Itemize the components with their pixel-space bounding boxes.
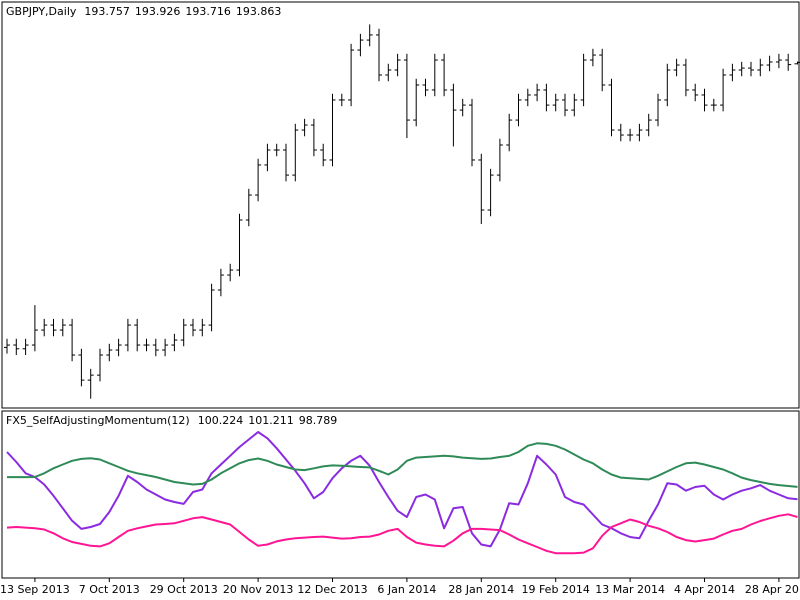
x-tick-label: 29 Oct 2013 (150, 583, 218, 596)
last-high: 193.926 (134, 5, 181, 18)
x-tick-label: 4 Apr 2014 (674, 583, 735, 596)
x-tick-label: 28 Apr 2014 (745, 583, 800, 596)
x-tick-label: 7 Oct 2013 (79, 583, 140, 596)
last-momentum: 100.224 (197, 414, 244, 427)
x-tick-label: 19 Feb 2014 (521, 583, 589, 596)
indicator-line (7, 442, 798, 488)
last-upper: 101.211 (248, 414, 294, 427)
price-header: GBPJPY,Daily 193.757 193.926 193.716 193.863 (6, 5, 286, 18)
last-lower: 98.789 (298, 414, 338, 427)
last-low: 193.716 (185, 5, 231, 18)
indicator-panel (1, 410, 800, 579)
indicator-header: FX5_SelfAdjustingMomentum(12) 100.224 101.… (6, 414, 342, 427)
indicator-line (6, 513, 798, 555)
last-open: 193.757 (84, 5, 130, 18)
x-tick-label: 13 Sep 2013 (0, 583, 70, 596)
indicator-title: FX5_SelfAdjustingMomentum(12) (6, 414, 190, 427)
indicator-line (6, 431, 798, 548)
last-close: 193.863 (235, 5, 282, 18)
x-tick-label: 12 Dec 2013 (297, 583, 367, 596)
x-tick-label: 20 Nov 2013 (223, 583, 293, 596)
x-tick-label: 6 Jan 2014 (377, 583, 436, 596)
x-tick-label: 28 Jan 2014 (448, 583, 514, 596)
price-panel (1, 1, 800, 409)
symbol-title: GBPJPY,Daily (6, 5, 77, 18)
x-tick-label: 13 Mar 2014 (595, 583, 665, 596)
